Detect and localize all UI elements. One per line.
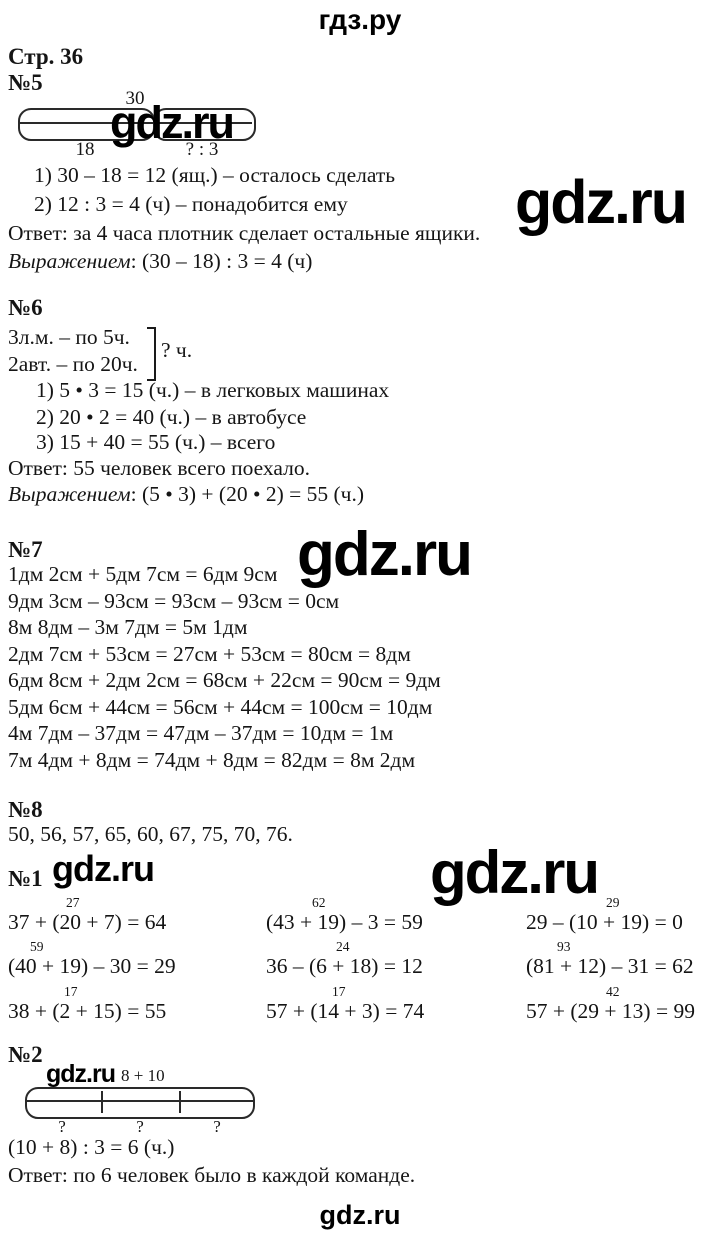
task-6-step-1: 1) 5 • 3 = 15 (ч.) – в легковых машинах <box>36 378 390 402</box>
carry-number: 17 <box>64 984 78 999</box>
task-1-cell: 17 38 + (2 + 15) = 55 <box>8 985 166 1023</box>
task-6-expression: Выражением: (5 • 3) + (20 • 2) = 55 (ч.) <box>8 482 364 507</box>
expression-body: : (5 • 3) + (20 • 2) = 55 (ч.) <box>130 482 365 506</box>
task-7-line: 2дм 7см + 53см = 27см + 53см = 80см = 8д… <box>8 642 411 666</box>
task-1-cell: 17 57 + (14 + 3) = 74 <box>266 985 424 1023</box>
task-1-heading: №1 <box>8 866 43 891</box>
task-7-line: 1дм 2см + 5дм 7см = 6дм 9см <box>8 562 278 586</box>
carry-number: 27 <box>66 895 80 910</box>
watermark: gdz.ru <box>110 97 235 148</box>
carry-number: 29 <box>606 895 620 910</box>
watermark: gdz.ru <box>430 839 600 906</box>
equation: 57 + (29 + 13) = 99 <box>526 999 695 1023</box>
carry-number: 59 <box>30 939 44 954</box>
task-1-cell: 29 29 – (10 + 19) = 0 <box>526 896 683 934</box>
task-7-line: 6дм 8см + 2дм 2см = 68см + 22см = 90см =… <box>8 668 441 692</box>
diagram-5-right-bar <box>153 108 256 141</box>
brace-icon <box>147 327 156 381</box>
watermark: gdz.ru <box>46 1060 116 1088</box>
equation: 36 – (6 + 18) = 12 <box>266 954 423 978</box>
task-1-cell: 62 (43 + 19) – 3 = 59 <box>266 896 423 934</box>
equation: 57 + (14 + 3) = 74 <box>266 999 425 1023</box>
carry-number: 62 <box>312 895 326 910</box>
diagram-5-total-label: 30 <box>125 88 145 109</box>
task-2-equation: (10 + 8) : 3 = 6 (ч.) <box>8 1135 175 1159</box>
watermark: gdz.ru <box>297 520 473 589</box>
carry-number: 24 <box>336 939 350 954</box>
task-6-step-3: 3) 15 + 40 = 55 (ч.) – всего <box>36 430 276 454</box>
site-logo-footer: gdz.ru <box>319 1200 401 1230</box>
task-6-step-2: 2) 20 • 2 = 40 (ч.) – в автобусе <box>36 405 307 429</box>
task-5-step-2: 2) 12 : 3 = 4 (ч) – понадобится ему <box>34 192 348 216</box>
task-5-expression: Выражением: (30 – 18) : 3 = 4 (ч) <box>8 249 312 274</box>
task-7-heading: №7 <box>8 537 43 562</box>
task-5-answer: Ответ: за 4 часа плотник сделает остальн… <box>8 221 481 245</box>
equation: (40 + 19) – 30 = 29 <box>8 954 176 978</box>
task-6-bracket-label: ? ч. <box>161 338 193 362</box>
task-1-cell: 27 37 + (20 + 7) = 64 <box>8 896 166 934</box>
diagram-2-part-label: ? <box>58 1117 66 1136</box>
page-title: Стр. 36 <box>8 44 84 69</box>
task-7-line: 4м 7дм – 37дм = 47дм – 37дм = 10дм = 1м <box>8 721 394 745</box>
task-6-given-1: 3л.м. – по 5ч. <box>8 325 130 349</box>
equation: (43 + 19) – 3 = 59 <box>266 910 423 934</box>
diagram-5-right-label: ? : 3 <box>185 139 219 160</box>
carry-number: 17 <box>332 984 346 999</box>
equation: 29 – (10 + 19) = 0 <box>526 910 683 934</box>
task-6-heading: №6 <box>8 295 43 320</box>
diagram-5-midline <box>18 122 252 124</box>
task-1-cell: 59 (40 + 19) – 30 = 29 <box>8 940 176 978</box>
diagram-2-part-label: ? <box>213 1117 221 1136</box>
task-2-heading: №2 <box>8 1042 43 1067</box>
diagram-2-bar <box>25 1087 255 1119</box>
watermark: gdz.ru <box>515 168 688 236</box>
task-2-answer: Ответ: по 6 человек было в каждой команд… <box>8 1163 416 1187</box>
site-logo-header: гдз.ру <box>318 4 402 35</box>
diagram-2-divider <box>101 1091 103 1113</box>
task-1-cell: 24 36 – (6 + 18) = 12 <box>266 940 423 978</box>
task-5-heading: №5 <box>8 70 43 95</box>
expression-body: : (30 – 18) : 3 = 4 (ч) <box>130 249 313 273</box>
carry-number: 42 <box>606 984 620 999</box>
expression-label: Выражением <box>8 249 131 273</box>
task-8-heading: №8 <box>8 797 43 822</box>
task-7-line: 7м 4дм + 8дм = 74дм + 8дм = 82дм = 8м 2д… <box>8 748 416 772</box>
diagram-5-left-label: 18 <box>75 139 95 160</box>
diagram-2-midline <box>25 1100 255 1102</box>
expression-label: Выражением <box>8 482 131 506</box>
task-5-step-1: 1) 30 – 18 = 12 (ящ.) – осталось сделать <box>34 163 396 187</box>
task-6-given-2: 2авт. – по 20ч. <box>8 352 138 376</box>
task-7-line: 9дм 3см – 93см = 93см – 93см = 0см <box>8 589 340 613</box>
diagram-2-top-label: 8 + 10 <box>121 1066 165 1085</box>
carry-number: 93 <box>557 939 571 954</box>
task-7-line: 5дм 6см + 44см = 56см + 44см = 100см = 1… <box>8 695 433 719</box>
task-1-cell: 93 (81 + 12) – 31 = 62 <box>526 940 694 978</box>
task-6-answer: Ответ: 55 человек всего поехало. <box>8 456 310 480</box>
equation: 37 + (20 + 7) = 64 <box>8 910 167 934</box>
task-7-line: 8м 8дм – 3м 7дм = 5м 1дм <box>8 615 248 639</box>
task-1-cell: 42 57 + (29 + 13) = 99 <box>526 985 695 1023</box>
diagram-2-part-label: ? <box>136 1117 144 1136</box>
equation: 38 + (2 + 15) = 55 <box>8 999 167 1023</box>
task-8-numbers: 50, 56, 57, 65, 60, 67, 75, 70, 76. <box>8 822 293 846</box>
watermark: gdz.ru <box>52 848 155 889</box>
diagram-2-divider <box>179 1091 181 1113</box>
equation: (81 + 12) – 31 = 62 <box>526 954 694 978</box>
